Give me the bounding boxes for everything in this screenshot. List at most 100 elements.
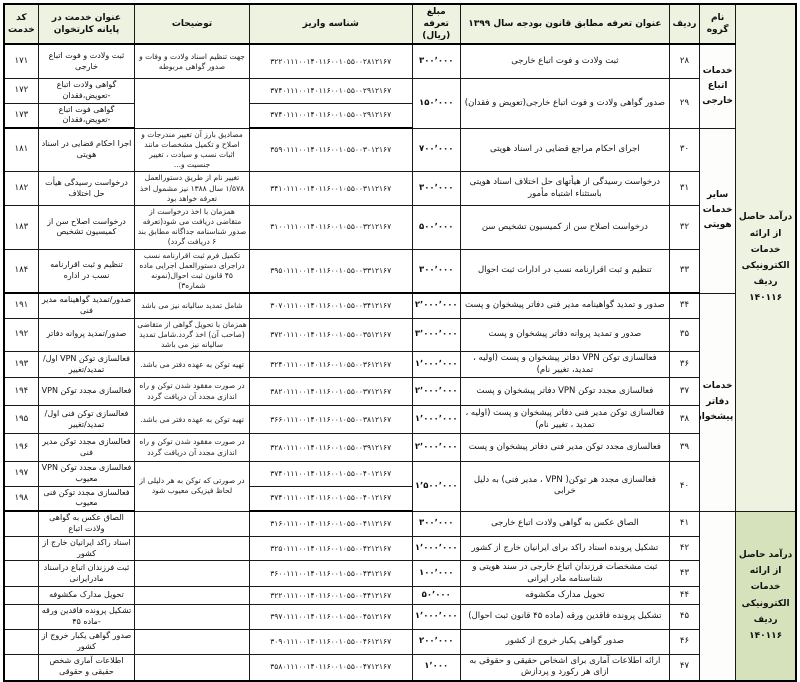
terminal-title: تنظیم و ثبت اقرارنامه نسب در اداره <box>37 248 136 295</box>
service-code: ۱۹۵ <box>3 405 39 435</box>
table-row: خدمات اتباع خارجی ۲۸ ثبت ولادت و فوت اتب… <box>3 43 796 129</box>
terminal-title: اجرا احکام قضایی در اسناد هویتی <box>37 127 136 173</box>
table-row: خدمات دفاتر پیشخوان ۳۴ صدور و تمدید گواه… <box>3 292 796 512</box>
service-code <box>3 510 39 537</box>
row-no: ۴۷ <box>668 653 701 682</box>
tariff-title: اجرای احکام مراجع قضایی در اسناد هویتی <box>459 127 670 173</box>
amount: ۱٬۰۰۰٬۰۰۰ <box>411 351 461 379</box>
amount: ۳۰۰٬۰۰۰ <box>411 510 461 537</box>
terminal-title: الصاق عکس به گواهی ولادت اتباع <box>37 510 136 537</box>
row-no: ۳۷ <box>668 377 701 407</box>
group-pishkhan-offices: خدمات دفاتر پیشخوان <box>699 292 737 512</box>
header-row-no: ردیف <box>668 3 701 46</box>
row-no: ۴۱ <box>668 510 701 537</box>
amount: ۲٬۰۰۰٬۰۰۰ <box>411 377 461 407</box>
deposit-id: ۳۸۲۰۱۱۱۰۰۱۴۰۱۱۶۰۰۱۰۵۵۰۰۳۷۱۲۱۶۷ <box>248 377 413 407</box>
notes: تهیه توکن به عهده دفتر می باشد. <box>134 405 250 435</box>
amount: ۳٬۰۰۰٬۰۰۰ <box>411 317 461 353</box>
service-code: ۱۹۳ <box>3 351 39 379</box>
terminal-title: گواهی ولادت اتباع -تعویض،فقدان <box>37 77 136 104</box>
notes <box>134 604 250 630</box>
amount: ۲٬۰۰۰٬۰۰۰ <box>411 433 461 463</box>
deposit-id: ۳۲۲۰۱۱۱۰۰۱۴۰۱۱۶۰۰۱۰۵۵۰۰۲۸۱۲۱۶۷ <box>248 43 413 79</box>
deposit-id: ۳۲۸۰۱۱۱۰۰۱۴۰۱۱۶۰۰۱۰۵۵۰۰۳۹۱۲۱۶۷ <box>248 433 413 463</box>
income-note-block-1: درآمد حاصل از ارائه خدمات الکترونیکی ردی… <box>735 3 797 512</box>
amount: ۳۰۰٬۰۰۰ <box>411 171 461 207</box>
notes <box>134 653 250 682</box>
row-no: ۴۴ <box>668 586 701 606</box>
row-no: ۳۳ <box>668 248 701 295</box>
header-amount: مبلغ تعرفه (ریال) <box>411 3 461 46</box>
header-service-code: کد خدمت <box>3 3 39 46</box>
service-code: ۱۹۱ <box>3 292 39 319</box>
table-row: ۳۷ فعالسازی مجدد توکن VPN دفاتر پیشخوان … <box>3 377 796 407</box>
amount: ۲٬۰۰۰٬۰۰۰ <box>411 292 461 319</box>
amount: ۱۵۰٬۰۰۰ <box>411 77 461 129</box>
row-no: ۳۵ <box>668 317 701 353</box>
terminal-title: ثبت ولادت و فوت اتباع خارجی <box>37 43 136 79</box>
table-row: ۳۳ تنظیم و ثبت اقرارنامه نسب در ادارات ث… <box>3 248 796 295</box>
terminal-title: گواهی فوت اتباع -تعویض،فقدان <box>37 102 136 130</box>
table-row: ۴۶ صدور گواهی یکبار خروج از کشور ۲۰۰٬۰۰۰… <box>3 628 796 655</box>
table-row: ۳۹ فعالسازی مجدد توکن مدیر فنی دفاتر پیش… <box>3 433 796 463</box>
notes: تهیه توکن به عهده دفتر می باشد. <box>134 351 250 379</box>
terminal-title: درخواست رسیدگی هیأت حل اختلاف <box>37 171 136 207</box>
table-row: ۴۴ تحویل مدارک مکشوفه ۵۰٬۰۰۰ ۳۲۲۰۱۱۱۰۰۱۴… <box>3 586 796 606</box>
service-code <box>3 628 39 655</box>
header-group: نام گروه <box>699 3 737 46</box>
tariff-title: ارائه اطلاعات آماری برای اشخاص حقیقی و ح… <box>459 653 670 682</box>
amount: ۱٬۰۰۰٬۰۰۰ <box>411 405 461 435</box>
table-row: ۴۳ ثبت مشخصات فرزندان اتباع خارجی در سند… <box>3 560 796 588</box>
tariff-title: الصاق عکس به گواهی ولادت اتباع خارجی <box>459 510 670 537</box>
tariff-title: فعالسازی مجدد توکن مدیر فنی دفاتر پیشخوا… <box>459 433 670 463</box>
notes: همزمان با اخذ درخواست از متقاضی دریافت م… <box>134 205 250 250</box>
terminal-title: فعالسازی مجدد توکن VPN <box>37 377 136 407</box>
service-code: ۱۸۱ <box>3 127 39 173</box>
service-code: ۱۹۷ <box>3 461 39 487</box>
row-no: ۲۸ <box>668 43 701 79</box>
amount: ۵۰۰٬۰۰۰ <box>411 205 461 250</box>
table-row: درآمد حاصل از ارائه خدمات الکترونیکی ردی… <box>3 510 797 682</box>
tariff-title: ثبت مشخصات فرزندان اتباع خارجی در سند هو… <box>459 560 670 588</box>
notes: در صورتی که توکن به هر دلیلی از لحاظ فیز… <box>134 461 250 512</box>
deposit-id: ۳۱۶۰۱۱۱۰۰۱۴۰۱۱۶۰۰۱۰۵۵۰۰۴۱۱۲۱۶۷ <box>248 510 413 537</box>
row-no: ۳۴ <box>668 292 701 319</box>
deposit-id: ۳۰۷۰۱۱۱۰۰۱۴۰۱۱۶۰۰۱۰۵۵۰۰۳۴۱۲۱۶۷ <box>248 292 413 319</box>
notes: تغییر نام از طریق دستورالعمل ۱/۵۷۸ سال ۱… <box>134 171 250 207</box>
deposit-id: ۳۹۵۰۱۱۱۰۰۱۴۰۱۱۶۰۰۱۰۵۵۰۰۳۳۱۲۱۶۷ <box>248 248 413 295</box>
tariff-title: تنظیم و ثبت اقرارنامه نسب در ادارات ثبت … <box>459 248 670 295</box>
row-no: ۴۳ <box>668 560 701 588</box>
deposit-id: ۳۶۶۰۱۱۱۰۰۱۴۰۱۱۶۰۰۱۰۵۵۰۰۳۸۱۲۱۶۷ <box>248 405 413 435</box>
amount: ۱٬۰۰۰٬۰۰۰ <box>411 535 461 562</box>
tariff-title: فعالسازی توکن مدیر فنی دفاتر پیشخوان و پ… <box>459 405 670 435</box>
service-code <box>3 653 39 682</box>
deposit-id: ۳۷۲۰۱۱۱۰۰۱۴۰۱۱۶۰۰۱۰۵۵۰۰۳۵۱۲۱۶۷ <box>248 317 413 353</box>
tariff-title: صدور گواهی ولادت و فوت اتباع خارجی(تعویض… <box>459 77 670 129</box>
tariff-title: صدور و تمدید پروانه دفاتر پیشخوان و پست <box>459 317 670 353</box>
terminal-title: فعالسازی توکن فنی اول/تمدید/تغییر <box>37 405 136 435</box>
deposit-id: ۳۱۰۰۱۱۱۰۰۱۴۰۱۱۶۰۰۱۰۵۵۰۰۳۲۱۲۱۶۷ <box>248 205 413 250</box>
tariff-title: درخواست اصلاح سن از کمیسیون تشخیص سن <box>459 205 670 250</box>
row-no: ۲۹ <box>668 77 701 129</box>
table-row: ۴۷ ارائه اطلاعات آماری برای اشخاص حقیقی … <box>3 653 796 682</box>
table-row: ۲۹ صدور گواهی ولادت و فوت اتباع خارجی(تع… <box>3 77 796 129</box>
service-code: ۱۹۴ <box>3 377 39 407</box>
header-row: درآمد حاصل از ارائه خدمات الکترونیکی ردی… <box>3 3 797 512</box>
service-code: ۱۸۳ <box>3 205 39 250</box>
tariff-title: فعالسازی مجدد توکن VPN دفاتر پیشخوان و پ… <box>459 377 670 407</box>
terminal-title: صدور/تمدید پروانه دفاتر <box>37 317 136 353</box>
header-tariff-title: عنوان تعرفه مطابق قانون بودجه سال ۱۳۹۹ <box>459 3 670 46</box>
header-deposit-id: شناسه واریز <box>248 3 413 46</box>
tariff-title: صدور گواهی یکبار خروج از کشور <box>459 628 670 655</box>
notes: مصادیق بارز آن تغییر مندرجات و اصلاح و ت… <box>134 127 250 173</box>
row-no: ۳۹ <box>668 433 701 463</box>
table-row: ۳۲ درخواست اصلاح سن از کمیسیون تشخیص سن … <box>3 205 796 250</box>
terminal-title: اطلاعات آماری شخص حقیقی و حقوقی <box>37 653 136 682</box>
tariff-title: تشکیل پرونده اسناد راکد برای ایرانیان خا… <box>459 535 670 562</box>
notes <box>134 560 250 588</box>
deposit-id: ۳۷۴۰۱۱۱۰۰۱۴۰۱۱۶۰۰۱۰۵۵۰۰۴۰۱۲۱۶۷ <box>248 461 413 487</box>
table-row: ۴۵ تشکیل پرونده فاقدین ورقه (ماده ۴۵ قان… <box>3 604 796 630</box>
header-terminal-title: عنوان خدمت در پایانه کارتخوان <box>37 3 136 46</box>
service-code: ۱۷۳ <box>3 102 39 130</box>
table-row: ۴۲ تشکیل پرونده اسناد راکد برای ایرانیان… <box>3 535 796 562</box>
